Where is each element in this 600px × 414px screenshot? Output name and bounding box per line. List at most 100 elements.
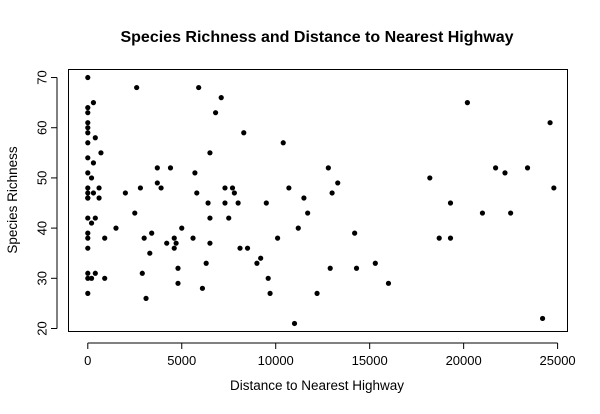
data-point	[88, 275, 95, 281]
data-point	[137, 185, 144, 191]
y-tick-label: 20	[35, 321, 50, 335]
data-point	[85, 290, 91, 296]
data-point	[85, 125, 91, 131]
data-point	[85, 110, 91, 116]
data-point	[92, 270, 98, 276]
data-point	[502, 170, 508, 176]
data-point	[258, 255, 264, 261]
y-tick-label: 40	[35, 221, 50, 235]
data-point	[134, 84, 140, 91]
data-point	[352, 230, 358, 236]
data-point	[436, 235, 442, 241]
data-point	[263, 200, 269, 206]
data-point	[173, 240, 179, 246]
data-point	[98, 150, 104, 156]
y-axis-ticks: 20 30 40 50 60 70	[35, 70, 57, 336]
data-point	[85, 215, 91, 221]
data-point	[171, 245, 177, 251]
data-point	[147, 250, 153, 256]
data-point	[175, 280, 181, 286]
data-point	[139, 270, 145, 276]
data-point	[207, 240, 213, 246]
data-point	[265, 275, 271, 281]
chart-title: Species Richness and Distance to Nearest…	[120, 29, 513, 46]
data-point	[85, 120, 91, 126]
data-point	[205, 200, 211, 206]
data-point	[85, 185, 91, 191]
data-point	[222, 200, 228, 206]
data-point	[164, 240, 170, 246]
data-point	[199, 285, 206, 291]
data-point	[192, 170, 198, 176]
data-point	[295, 225, 301, 231]
data-point	[353, 265, 360, 271]
data-point	[102, 275, 108, 281]
x-tick-label: 25000	[540, 353, 576, 368]
data-point	[492, 165, 499, 171]
y-tick-label: 70	[35, 70, 50, 84]
data-point	[85, 190, 91, 196]
data-point	[132, 210, 138, 216]
data-point	[244, 245, 251, 251]
data-point	[447, 200, 454, 206]
x-axis-ticks: 0 5000 10000 15000 20000 25000	[84, 343, 576, 368]
data-point	[286, 185, 292, 191]
data-point	[85, 235, 91, 241]
data-points	[85, 74, 557, 327]
data-point	[427, 175, 433, 181]
data-point	[85, 270, 91, 276]
data-point	[524, 165, 531, 171]
data-point	[90, 160, 97, 166]
data-point	[203, 260, 209, 266]
data-point	[241, 130, 247, 136]
data-point	[149, 230, 155, 236]
data-point	[85, 140, 91, 146]
data-point	[237, 245, 243, 251]
data-point	[327, 265, 333, 271]
data-point	[96, 195, 102, 201]
data-point	[226, 215, 232, 221]
data-point	[167, 165, 174, 171]
data-point	[85, 230, 91, 236]
data-point	[479, 210, 486, 216]
data-point	[85, 155, 91, 161]
data-point	[92, 215, 98, 221]
y-axis-label: Species Richness	[5, 146, 20, 254]
data-point	[301, 195, 307, 201]
data-point	[175, 265, 181, 271]
x-axis-label: Distance to Nearest Highway	[230, 378, 404, 393]
data-point	[329, 190, 335, 196]
data-point	[122, 190, 128, 196]
data-point	[207, 150, 213, 156]
data-point	[85, 195, 91, 201]
data-point	[372, 260, 378, 266]
x-tick-label: 10000	[258, 353, 294, 368]
data-point	[85, 170, 91, 176]
data-point	[212, 110, 219, 116]
data-point	[179, 225, 185, 231]
data-point	[291, 320, 298, 327]
data-point	[314, 290, 320, 296]
data-point	[335, 180, 341, 186]
data-point	[539, 315, 546, 322]
data-point	[88, 220, 95, 226]
x-tick-label: 15000	[352, 353, 388, 368]
data-point	[85, 275, 91, 281]
y-tick-label: 60	[35, 120, 50, 134]
data-point	[508, 210, 514, 216]
x-tick-label: 20000	[446, 353, 482, 368]
data-point	[235, 200, 241, 206]
data-point	[325, 165, 331, 171]
data-point	[385, 280, 392, 286]
data-point	[96, 185, 102, 191]
plot-frame	[68, 69, 568, 332]
data-point	[92, 135, 98, 141]
data-point	[196, 84, 202, 91]
data-point	[190, 235, 196, 241]
data-point	[254, 260, 260, 266]
y-tick-label: 30	[35, 271, 50, 285]
data-point	[447, 235, 454, 241]
y-tick-label: 50	[35, 171, 50, 185]
data-point	[231, 190, 237, 196]
